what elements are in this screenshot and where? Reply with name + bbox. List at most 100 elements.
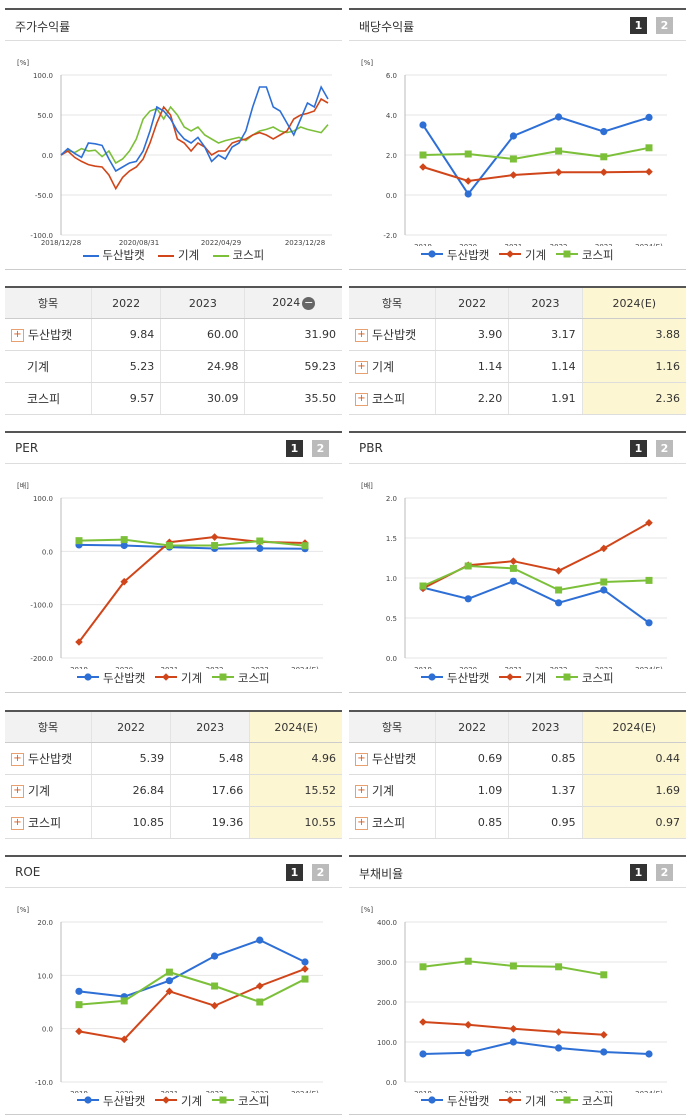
data-point-s3[interactable] [600, 971, 608, 979]
data-point-s1[interactable] [211, 952, 219, 960]
legend-marker[interactable] [219, 1096, 227, 1104]
data-point-s1[interactable] [419, 121, 427, 129]
data-point-s3[interactable] [256, 537, 264, 545]
expand-icon[interactable]: + [11, 785, 24, 798]
data-point-s3[interactable] [600, 153, 608, 161]
data-point-s1[interactable] [555, 113, 563, 121]
data-point-s3[interactable] [645, 576, 653, 584]
legend-item-s2[interactable]: 기계 [155, 1094, 202, 1108]
data-point-s3[interactable] [600, 578, 608, 586]
data-point-s1[interactable] [464, 1049, 472, 1057]
data-point-s3[interactable] [120, 997, 128, 1005]
legend-marker[interactable] [162, 673, 171, 681]
data-point-s1[interactable] [165, 977, 173, 985]
data-point-s2[interactable] [75, 1027, 83, 1036]
data-point-s3[interactable] [301, 542, 309, 550]
expand-icon[interactable]: + [355, 329, 368, 342]
page-2-button[interactable]: 2 [656, 17, 673, 34]
legend-item-s1[interactable]: 두산밥캣 [77, 1094, 145, 1108]
data-point-s3[interactable] [555, 586, 563, 594]
expand-icon[interactable]: + [11, 817, 24, 830]
data-point-s1[interactable] [645, 113, 653, 121]
data-point-s2[interactable] [419, 163, 427, 171]
data-point-s3[interactable] [464, 562, 472, 570]
data-point-s2[interactable] [120, 577, 128, 586]
page-2-button[interactable]: 2 [312, 864, 329, 881]
data-point-s3[interactable] [301, 975, 309, 983]
data-point-s1[interactable] [256, 936, 264, 944]
data-point-s2[interactable] [419, 1018, 427, 1026]
data-point-s1[interactable] [256, 544, 264, 553]
data-point-s1[interactable] [645, 1050, 653, 1058]
legend-marker[interactable] [428, 673, 436, 681]
legend-item-s3[interactable]: 코스피 [556, 671, 614, 685]
data-point-s1[interactable] [75, 987, 83, 995]
page-1-button[interactable]: 1 [286, 864, 303, 881]
data-point-s1[interactable] [464, 595, 472, 603]
data-point-s2[interactable] [554, 567, 563, 575]
legend-item-s3[interactable]: 코스피 [212, 1094, 270, 1108]
data-point-s3[interactable] [165, 968, 173, 976]
data-point-s2[interactable] [509, 1025, 518, 1033]
data-point-s3[interactable] [645, 144, 653, 152]
legend-marker[interactable] [84, 1096, 92, 1104]
data-point-s3[interactable] [75, 1001, 83, 1009]
data-point-s3[interactable] [509, 962, 517, 970]
data-point-s3[interactable] [419, 151, 427, 159]
legend-item-s3[interactable]: 코스피 [556, 248, 614, 262]
data-point-s3[interactable] [555, 147, 563, 155]
legend-item-s3[interactable]: 코스피 [212, 671, 270, 685]
page-1-button[interactable]: 1 [286, 440, 303, 457]
data-point-s3[interactable] [464, 150, 472, 158]
expand-icon[interactable]: + [11, 329, 24, 342]
expand-icon[interactable]: + [355, 753, 368, 766]
legend-marker[interactable] [428, 1096, 436, 1104]
expand-icon[interactable]: + [355, 785, 368, 798]
data-point-s1[interactable] [509, 1038, 517, 1046]
data-point-s1[interactable] [600, 586, 608, 594]
legend-marker[interactable] [563, 673, 571, 681]
legend-marker[interactable] [506, 673, 515, 681]
legend-item-s3[interactable]: 코스피 [556, 1094, 614, 1108]
legend-item-s1[interactable]: 두산밥캣 [77, 671, 145, 685]
data-point-s2[interactable] [210, 1001, 219, 1010]
legend-marker[interactable] [563, 250, 571, 258]
data-point-s2[interactable] [301, 965, 309, 973]
legend-item-s2[interactable]: 기계 [155, 671, 202, 685]
legend-item-s2[interactable]: 기계 [499, 248, 546, 262]
data-point-s3[interactable] [509, 155, 517, 163]
data-point-s1[interactable] [645, 619, 653, 627]
page-1-button[interactable]: 1 [630, 17, 647, 34]
data-point-s2[interactable] [554, 1028, 563, 1036]
page-1-button[interactable]: 1 [630, 864, 647, 881]
data-point-s1[interactable] [600, 128, 608, 136]
expand-icon[interactable]: + [11, 753, 24, 766]
legend-item-s1[interactable]: 두산밥캣 [421, 248, 489, 262]
data-point-s2[interactable] [464, 177, 472, 185]
data-point-s3[interactable] [419, 582, 427, 590]
data-point-s2[interactable] [645, 519, 653, 527]
data-point-s1[interactable] [419, 1050, 427, 1058]
data-point-s2[interactable] [464, 1021, 472, 1029]
page-2-button[interactable]: 2 [656, 864, 673, 881]
legend-item-s1[interactable]: 두산밥캣 [421, 1094, 489, 1108]
data-point-s1[interactable] [555, 1044, 563, 1052]
page-1-button[interactable]: 1 [630, 440, 647, 457]
data-point-s3[interactable] [509, 564, 517, 572]
data-point-s2[interactable] [210, 533, 219, 541]
data-point-s2[interactable] [600, 544, 608, 553]
data-point-s2[interactable] [645, 168, 653, 176]
data-point-s2[interactable] [509, 171, 518, 179]
legend-item-s1[interactable]: 두산밥캣 [421, 671, 489, 685]
data-point-s1[interactable] [555, 599, 563, 607]
data-point-s1[interactable] [301, 958, 309, 966]
data-point-s3[interactable] [120, 536, 128, 544]
data-point-s3[interactable] [419, 963, 427, 971]
legend-item-s1[interactable]: 두산밥캣 [82, 248, 145, 262]
legend-marker[interactable] [219, 673, 227, 681]
legend-item-s2[interactable]: 기계 [499, 671, 546, 685]
data-point-s3[interactable] [464, 957, 472, 965]
expand-icon[interactable]: + [355, 393, 368, 406]
data-point-s1[interactable] [464, 190, 472, 198]
data-point-s2[interactable] [600, 1031, 608, 1039]
